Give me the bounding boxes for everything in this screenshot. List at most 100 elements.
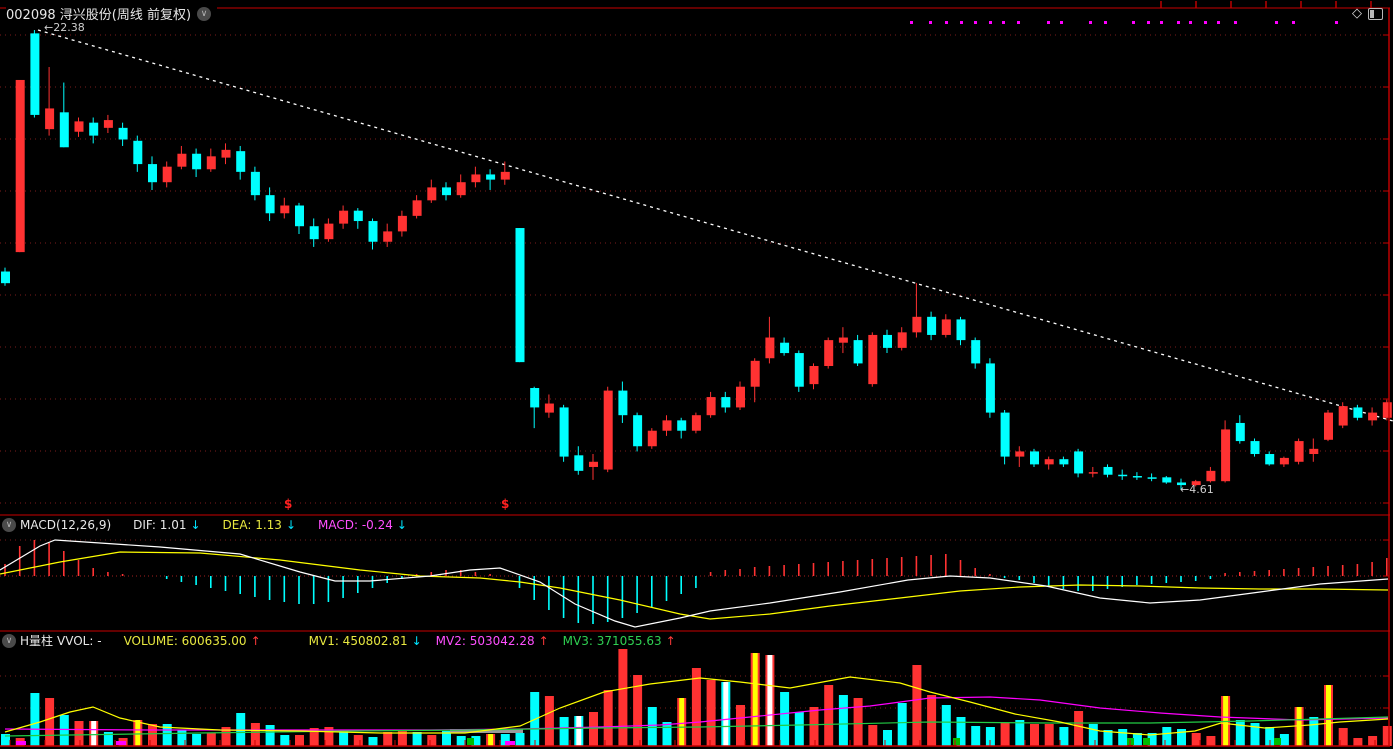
candle-body [368, 221, 378, 242]
candle-body [221, 149, 231, 158]
volume-bar [456, 736, 466, 746]
volume-bar [824, 685, 834, 746]
event-dot-marker [1189, 21, 1192, 24]
candle-body [1250, 441, 1260, 455]
candle-body [1324, 412, 1333, 440]
candle-body [691, 415, 701, 431]
candle-body [486, 174, 496, 180]
event-dot-marker [1089, 21, 1092, 24]
volume-bar [221, 727, 231, 746]
chevron-down-icon[interactable]: ∨ [197, 6, 212, 21]
volume-bar [177, 730, 187, 746]
volume-bar [1250, 723, 1260, 746]
volume-bar [794, 712, 804, 746]
volume-bar [1, 734, 10, 746]
candle-body [1338, 406, 1348, 426]
volume-bar-highlight [679, 698, 685, 746]
volume-bar [1015, 720, 1025, 746]
candle-body [1000, 412, 1010, 457]
volume-bar [1147, 733, 1157, 746]
candle-body [1015, 451, 1025, 457]
dif-value: DIF: 1.01 [133, 518, 187, 532]
volume-bar [1088, 724, 1098, 746]
dea-value: DEA: 1.13 [222, 518, 282, 532]
candle-body [838, 337, 848, 343]
volume-green-marker [467, 738, 474, 745]
volume-bar [353, 735, 363, 746]
candle-body [265, 195, 275, 214]
volume-bar [192, 734, 202, 746]
volume-green-marker [1143, 738, 1150, 745]
symbol-title: 002098 浔兴股份(周线 前复权) [6, 8, 192, 23]
candle-body [574, 455, 584, 471]
event-dot-marker [1160, 21, 1163, 24]
volume-bar [383, 732, 393, 746]
split-window-icon[interactable] [1368, 7, 1383, 20]
mv2-up-arrow-icon: ↑ [538, 633, 549, 648]
volume-bar [559, 717, 569, 746]
macd-collapse-icon[interactable]: ∨ [2, 518, 16, 532]
candle-body [1059, 459, 1069, 465]
event-dot-marker [960, 21, 963, 24]
candle-body [559, 407, 569, 457]
candle-body [1191, 481, 1201, 486]
candle-body [1088, 472, 1098, 474]
candle-body [662, 420, 672, 431]
candle-body [736, 386, 745, 408]
volume-magenta-marker [116, 741, 126, 745]
candle-body [868, 334, 878, 385]
volume-bar [1338, 728, 1348, 746]
mv2-value: MV2: 503042.28 [435, 633, 535, 648]
mv1-line [4, 676, 1389, 736]
volume-bar [647, 707, 657, 746]
volume-collapse-icon[interactable]: ∨ [2, 633, 16, 648]
candle-body [544, 403, 554, 413]
volume-bar [706, 680, 716, 746]
volume-indicator-label[interactable]: H量柱 [20, 634, 54, 648]
volume-bar-highlight [767, 655, 773, 746]
volume-bar [1074, 711, 1084, 746]
volume-bar [324, 727, 334, 746]
window-controls: ◇ [1352, 6, 1383, 21]
event-dot-marker [1047, 21, 1050, 24]
volume-bar [736, 705, 745, 746]
macd-indicator-label[interactable]: MACD(12,26,9) [20, 518, 112, 532]
volume-bar [853, 698, 863, 746]
candle-body [883, 334, 892, 348]
volume-bar [1118, 729, 1128, 746]
candle-body [780, 342, 790, 354]
candle-body [515, 228, 525, 363]
macd-down-arrow-icon: ↓ [396, 518, 407, 532]
candle-body [1235, 422, 1245, 442]
volume-bar [985, 727, 995, 746]
volume-bar [927, 695, 937, 746]
candle-body [206, 156, 216, 170]
volume-bar-highlight [91, 721, 97, 746]
dea-line [0, 551, 1389, 620]
candle-body [30, 33, 40, 115]
volume-bar [1103, 730, 1113, 746]
candle-body [1030, 451, 1039, 465]
candle-body [339, 210, 349, 224]
high-price-label: ←22.38 [44, 21, 85, 34]
volume-bar [103, 732, 113, 746]
volume-bar [1000, 723, 1010, 746]
volume-bar [500, 734, 510, 746]
candle-body [1177, 482, 1186, 486]
volume-bar [589, 712, 598, 746]
volume-bar [633, 675, 643, 746]
mv1-value: MV1: 450802.81 [308, 633, 408, 648]
diamond-icon[interactable]: ◇ [1352, 6, 1362, 21]
volume-bar [206, 733, 216, 746]
volume-header: ∨ H量柱 VVOL: - VOLUME: 600635.00 ↑ MV1: 4… [2, 632, 680, 649]
volume-bar-highlight [752, 653, 758, 746]
event-dot-marker [1292, 21, 1295, 24]
candle-body [1294, 441, 1304, 462]
event-dot-marker [1132, 21, 1135, 24]
event-dot-marker [910, 21, 913, 24]
candle-body [1147, 477, 1157, 479]
macd-header: ∨ MACD(12,26,9) DIF: 1.01 ↓ DEA: 1.13 ↓ … [2, 518, 411, 532]
event-dot-marker [1017, 21, 1020, 24]
event-dot-marker [1217, 21, 1220, 24]
